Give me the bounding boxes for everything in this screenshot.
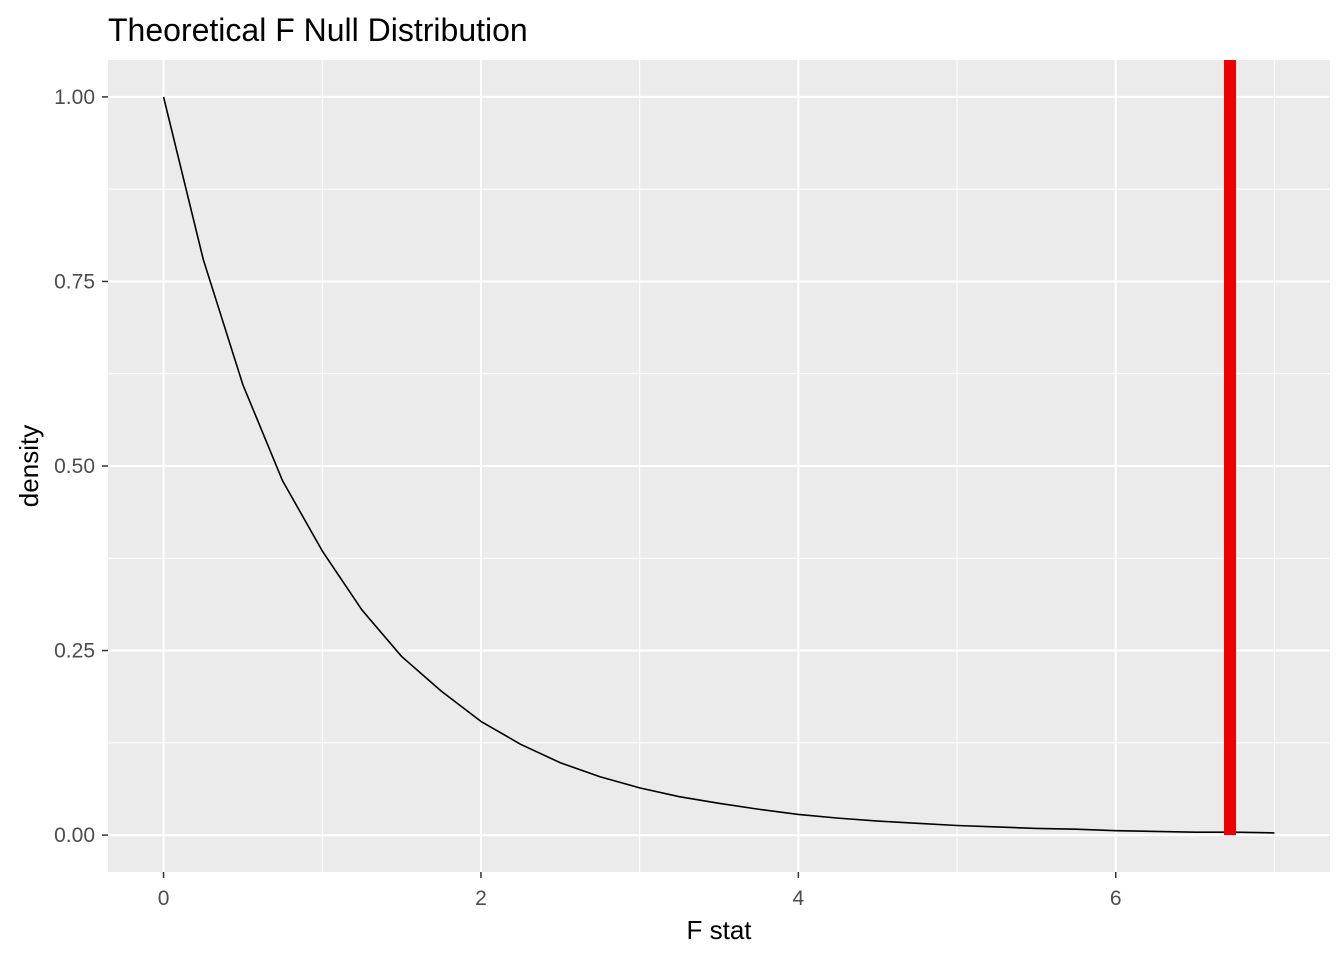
y-tick-label: 0.50: [54, 455, 95, 478]
x-tick-label: 6: [1110, 887, 1122, 910]
y-axis: 0.00 0.25 0.50 0.75 1.00: [54, 86, 108, 847]
series-layer: [162, 96, 1275, 834]
x-tick-label: 0: [158, 887, 170, 910]
y-tick-label: 0.75: [54, 270, 95, 293]
chart-title: Theoretical F Null Distribution: [108, 12, 528, 48]
y-tick-label: 1.00: [54, 86, 95, 109]
y-tick-label: 0.00: [54, 824, 95, 847]
density-curve: [162, 96, 1275, 834]
y-tick-label: 0.25: [54, 640, 95, 663]
x-axis-title: F stat: [686, 915, 752, 945]
x-tick-label: 4: [793, 887, 805, 910]
major-gridlines: [108, 60, 1330, 872]
x-axis: 0 2 4 6: [158, 872, 1122, 910]
y-axis-title: density: [14, 425, 44, 507]
x-tick-label: 2: [475, 887, 487, 910]
